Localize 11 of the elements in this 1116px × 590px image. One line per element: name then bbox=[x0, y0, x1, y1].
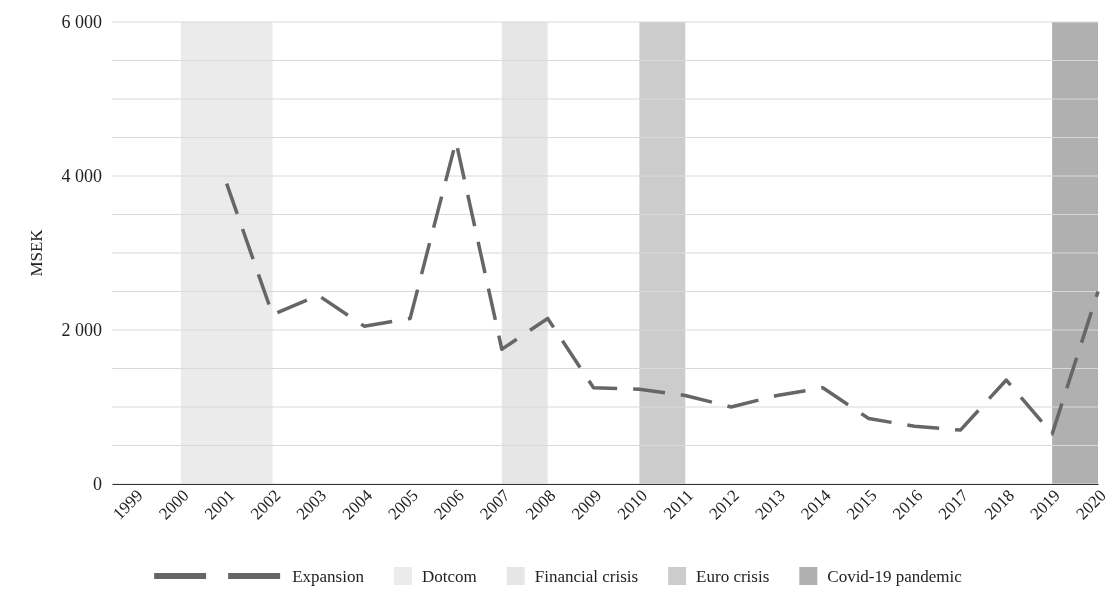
legend-label: Financial crisis bbox=[534, 567, 639, 586]
legend-label: Covid-19 pandemic bbox=[827, 567, 963, 586]
y-tick-label: 2 000 bbox=[61, 320, 102, 341]
y-axis-title: MSEK bbox=[27, 228, 46, 277]
y-tick-label: 4 000 bbox=[61, 166, 102, 187]
y-tick-label: 6 000 bbox=[61, 12, 102, 33]
legend-label: Euro crisis bbox=[696, 567, 770, 586]
y-tick-label: 0 bbox=[93, 474, 102, 495]
legend-label: Expansion bbox=[292, 567, 365, 586]
legend-label: Dotcom bbox=[421, 567, 477, 586]
x-tick-label: 2011 bbox=[660, 485, 698, 523]
